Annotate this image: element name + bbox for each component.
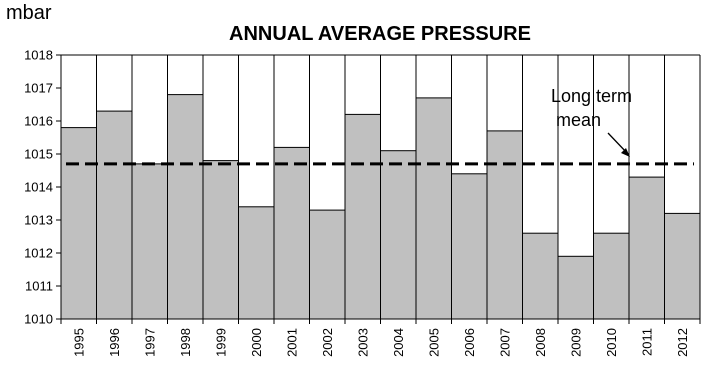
bar-2004 xyxy=(380,150,417,320)
bar-2007 xyxy=(486,130,523,320)
x-tick-label-2010: 2010 xyxy=(604,328,619,357)
x-tick-label-2011: 2011 xyxy=(639,328,654,356)
annotation-line-2: mean xyxy=(556,110,601,130)
y-tick-label: 1013 xyxy=(24,213,53,228)
annotation-arrow-head xyxy=(621,148,630,157)
bar-2000 xyxy=(238,206,275,320)
bar-2001 xyxy=(273,146,310,320)
bar-1995 xyxy=(60,127,97,320)
x-tick-label-2006: 2006 xyxy=(462,328,477,357)
bar-1999 xyxy=(202,160,239,320)
x-tick-label-2002: 2002 xyxy=(320,328,335,357)
x-tick-label-2007: 2007 xyxy=(497,328,512,357)
bar-2009 xyxy=(557,255,594,320)
y-tick-label: 1015 xyxy=(24,147,53,162)
bar-2003 xyxy=(344,113,381,320)
bar-2012 xyxy=(664,212,701,320)
y-tick-label: 1010 xyxy=(24,312,53,327)
bars-layer xyxy=(60,94,701,320)
x-tick-label-2001: 2001 xyxy=(284,328,299,357)
x-tick-label-1998: 1998 xyxy=(178,328,193,357)
y-tick-label: 1012 xyxy=(24,246,53,261)
y-tick-label: 1014 xyxy=(24,180,53,195)
x-tick-label-1999: 1999 xyxy=(213,328,228,357)
bar-2006 xyxy=(451,173,488,320)
x-tick-label-2005: 2005 xyxy=(426,328,441,357)
bar-1996 xyxy=(96,110,133,320)
bar-2002 xyxy=(309,209,346,320)
x-tick-label-1997: 1997 xyxy=(142,328,157,357)
bar-2008 xyxy=(522,232,559,320)
bar-2011 xyxy=(628,176,665,320)
x-tick-label-2009: 2009 xyxy=(568,328,583,357)
x-tick-label-2008: 2008 xyxy=(533,328,548,357)
annotation-layer: Long term mean xyxy=(551,86,632,157)
x-tick-label-2003: 2003 xyxy=(355,328,370,357)
axis-layer: 1010 1011 1012 1013 1014 1015 1016 1017 1018 1995… xyxy=(24,48,701,357)
bar-2005 xyxy=(415,97,452,320)
bar-1998 xyxy=(167,94,204,320)
y-tick-label: 1018 xyxy=(24,48,53,63)
y-tick-label: 1011 xyxy=(25,279,53,294)
annotation-line-1: Long term xyxy=(551,86,632,106)
y-tick-label: 1017 xyxy=(24,81,53,96)
y-tick-label: 1016 xyxy=(24,114,53,129)
bar-2010 xyxy=(593,232,630,320)
x-tick-label-2000: 2000 xyxy=(249,328,264,357)
x-tick-label-2012: 2012 xyxy=(675,328,690,357)
x-tick-label-1995: 1995 xyxy=(71,328,86,357)
y-unit-label: mbar xyxy=(6,2,52,24)
x-tick-label-1996: 1996 xyxy=(107,328,122,357)
chart-title: ANNUAL AVERAGE PRESSURE xyxy=(229,23,531,45)
bar-1997 xyxy=(131,163,168,320)
x-tick-label-2004: 2004 xyxy=(391,328,406,357)
